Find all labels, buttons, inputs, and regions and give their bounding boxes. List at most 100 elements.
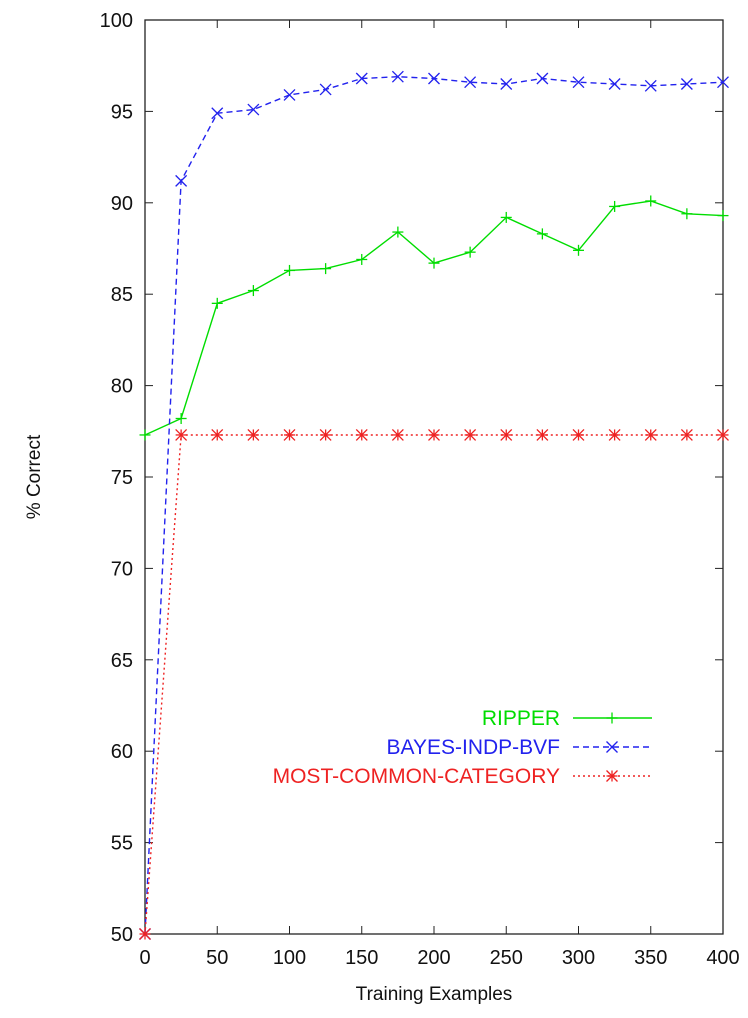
marker-stroke	[428, 72, 440, 85]
marker-stroke	[608, 428, 621, 441]
marker-stroke	[391, 70, 404, 83]
data-point	[247, 285, 259, 297]
marker-stroke	[319, 83, 332, 96]
x-tick-label: 200	[417, 947, 450, 969]
data-point	[573, 244, 584, 256]
data-point	[464, 428, 477, 441]
legend-label: RIPPER	[482, 707, 560, 730]
y-tick-label: 100	[100, 10, 133, 32]
data-point	[284, 264, 295, 276]
data-point	[681, 208, 693, 220]
data-point	[211, 297, 223, 309]
data-point	[500, 78, 513, 90]
marker-stroke	[355, 428, 368, 441]
data-point	[320, 263, 332, 275]
marker-stroke	[464, 428, 477, 441]
data-point	[319, 83, 332, 96]
x-tick-label: 250	[490, 947, 523, 969]
data-point	[391, 70, 404, 83]
data-point	[392, 226, 404, 238]
data-point	[572, 76, 585, 89]
marker-stroke	[717, 428, 729, 441]
data-point	[644, 79, 657, 92]
y-tick-label: 85	[111, 284, 133, 306]
marker-stroke	[283, 88, 296, 101]
data-point	[717, 210, 729, 222]
data-point	[464, 76, 477, 89]
marker-stroke	[139, 928, 151, 940]
data-point	[356, 253, 368, 265]
marker-stroke	[175, 428, 188, 441]
marker-stroke	[247, 103, 260, 116]
data-point	[211, 428, 224, 441]
marker-stroke	[644, 79, 657, 92]
marker-stroke	[680, 428, 693, 441]
data-point	[247, 103, 260, 116]
marker-stroke	[536, 72, 549, 85]
y-axis: 50 55 60 65 70 75 80 85 90 95 100	[100, 10, 723, 946]
data-point	[608, 428, 621, 441]
y-tick-label: 50	[111, 924, 133, 946]
data-point	[645, 195, 657, 207]
marker-stroke	[211, 107, 224, 120]
data-point	[500, 428, 513, 441]
legend: RIPPER BAYES-INDP-BVF MOST-COMMON-CATEGORY	[273, 707, 652, 788]
data-point	[247, 428, 260, 441]
data-point	[717, 76, 729, 89]
series-layer	[139, 70, 729, 940]
data-point	[355, 72, 368, 85]
y-tick-label: 70	[111, 558, 133, 580]
y-tick-label: 55	[111, 833, 133, 855]
data-point	[536, 228, 548, 240]
data-point	[428, 257, 440, 269]
data-point	[175, 413, 187, 425]
marker-stroke	[644, 428, 657, 441]
data-point	[139, 429, 151, 441]
y-tick-label: 90	[111, 193, 133, 215]
series-ripper	[139, 195, 729, 441]
legend-marker	[606, 770, 618, 782]
marker-stroke	[680, 78, 693, 90]
data-point	[536, 72, 549, 85]
marker-stroke	[717, 76, 729, 89]
data-point	[536, 428, 549, 441]
series-line	[144, 434, 723, 935]
marker-stroke	[464, 76, 477, 89]
x-tick-label: 100	[273, 947, 306, 969]
y-tick-label: 65	[111, 650, 133, 672]
data-point	[680, 78, 693, 90]
y-tick-label: 60	[111, 741, 133, 763]
x-tick-label: 150	[345, 947, 378, 969]
data-point	[211, 107, 224, 120]
marker-stroke	[572, 76, 585, 89]
y-tick-label: 80	[111, 376, 133, 398]
x-tick-label: 50	[206, 947, 228, 969]
data-point	[319, 428, 332, 441]
series-line	[144, 75, 724, 935]
x-axis: 0 50 100 150 200 250 300 350 400	[139, 20, 740, 969]
data-point	[717, 428, 729, 441]
data-point	[680, 428, 693, 441]
series-most-common-category	[139, 428, 729, 940]
data-point	[355, 428, 368, 441]
data-point	[428, 428, 440, 441]
marker-stroke	[175, 174, 188, 187]
legend-label: BAYES-INDP-BVF	[387, 736, 560, 759]
data-point	[283, 428, 296, 441]
marker-stroke	[283, 428, 296, 441]
data-point	[139, 928, 151, 940]
marker-stroke	[391, 428, 404, 441]
data-point	[283, 88, 296, 101]
data-point	[572, 428, 585, 441]
series-line	[144, 200, 724, 436]
y-axis-title: % Correct	[24, 434, 45, 519]
marker-stroke	[608, 78, 621, 90]
data-point	[175, 428, 188, 441]
marker-stroke	[572, 428, 585, 441]
legend-marker	[606, 712, 618, 724]
marker-stroke	[500, 428, 513, 441]
marker-stroke	[211, 428, 224, 441]
legend-marker	[606, 741, 618, 753]
data-point	[175, 174, 188, 187]
